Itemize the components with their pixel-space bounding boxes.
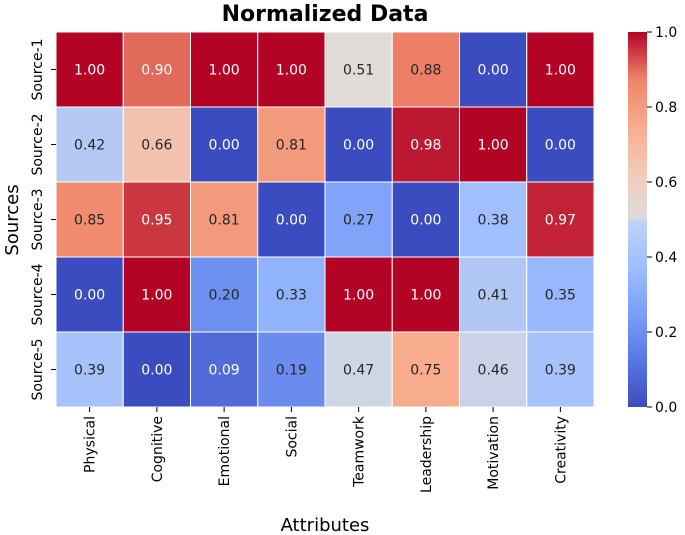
heatmap-cell xyxy=(526,181,595,258)
heatmap-cells xyxy=(55,31,595,408)
cell-value-label: 0.90 xyxy=(141,63,172,79)
cell-value-label: 1.00 xyxy=(410,288,441,304)
cell-value-label: 0.00 xyxy=(545,138,576,154)
heatmap-cell xyxy=(526,106,595,183)
heatmap-cell xyxy=(324,256,393,333)
heatmap-cell xyxy=(324,181,393,258)
y-tick-label: Source-1 xyxy=(30,38,46,100)
cell-value-label: 0.88 xyxy=(410,63,441,79)
x-tick-label: Physical xyxy=(83,416,99,473)
x-tick-labels: Physical Cognitive Emotional Social Teamwork… xyxy=(83,407,569,493)
cell-value-label: 1.00 xyxy=(276,63,307,79)
cell-value-label: 0.00 xyxy=(343,138,374,154)
y-tick-labels: Source-1 Source-2 Source-3 Source-4 Source-5 xyxy=(30,38,56,401)
cell-value-label: 0.27 xyxy=(343,213,374,229)
colorbar-ticks: 0.0 0.2 0.4 0.6 0.8 1.0 xyxy=(647,25,677,416)
cell-value-label: 0.98 xyxy=(410,138,441,154)
heatmap-cell xyxy=(190,181,259,258)
cell-value-label: 0.00 xyxy=(74,288,105,304)
y-tick-label: Source-5 xyxy=(30,338,46,400)
x-tick-label: Cognitive xyxy=(150,416,166,482)
cell-value-label: 1.00 xyxy=(343,288,374,304)
x-tick-label: Teamwork xyxy=(352,415,368,488)
cell-value-label: 0.41 xyxy=(478,288,509,304)
heatmap-cell xyxy=(122,181,191,258)
cell-value-label: 0.19 xyxy=(276,363,307,379)
colorbar-tick-label: 0.2 xyxy=(655,325,677,341)
heatmap-cell xyxy=(190,256,259,333)
cell-value-label: 0.00 xyxy=(410,213,441,229)
cell-value-label: 1.00 xyxy=(141,288,172,304)
heatmap-cell xyxy=(257,331,326,408)
cell-value-label: 0.09 xyxy=(209,363,240,379)
cell-value-label: 1.00 xyxy=(545,63,576,79)
cell-value-label: 0.97 xyxy=(545,213,576,229)
colorbar-tick-label: 0.4 xyxy=(655,250,677,266)
heatmap-cell xyxy=(324,331,393,408)
cell-value-label: 1.00 xyxy=(74,63,105,79)
heatmap-cell xyxy=(257,31,326,108)
heatmap-cell xyxy=(190,31,259,108)
cell-value-label: 1.00 xyxy=(209,63,240,79)
cell-value-label: 0.39 xyxy=(545,363,576,379)
heatmap-cell xyxy=(55,256,124,333)
heatmap-cell xyxy=(257,256,326,333)
cell-value-label: 0.39 xyxy=(74,363,105,379)
heatmap-cell xyxy=(459,181,528,258)
heatmap-value-labels: 1.00 0.90 1.00 1.00 0.51 0.88 0.00 1.00 0.42 0.66… xyxy=(74,63,576,379)
x-tick-label: Emotional xyxy=(217,416,233,486)
heatmap-cell xyxy=(122,106,191,183)
x-tick-label: Creativity xyxy=(553,416,569,484)
cell-value-label: 0.46 xyxy=(478,363,509,379)
colorbar-tick-label: 1.0 xyxy=(655,25,677,41)
colorbar-tick-label: 0.0 xyxy=(655,400,677,416)
y-tick-label: Source-4 xyxy=(30,263,46,325)
cell-value-label: 0.00 xyxy=(209,138,240,154)
heatmap-cell xyxy=(459,331,528,408)
y-tick-label: Source-3 xyxy=(30,188,46,250)
cell-value-label: 1.00 xyxy=(478,138,509,154)
heatmap-cell xyxy=(257,181,326,258)
x-tick-label: Leadership xyxy=(419,416,435,493)
y-axis-label: Sources xyxy=(2,184,23,255)
cell-value-label: 0.75 xyxy=(410,363,441,379)
colorbar-tick-label: 0.8 xyxy=(655,100,677,116)
cell-value-label: 0.51 xyxy=(343,63,374,79)
cell-value-label: 0.00 xyxy=(141,363,172,379)
cell-value-label: 0.81 xyxy=(276,138,307,154)
heatmap-cell xyxy=(526,31,595,108)
cell-value-label: 0.85 xyxy=(74,213,105,229)
cell-value-label: 0.42 xyxy=(74,138,105,154)
heatmap-cell xyxy=(459,256,528,333)
colorbar xyxy=(628,32,647,407)
cell-value-label: 0.35 xyxy=(545,288,576,304)
heatmap-cell xyxy=(391,331,460,408)
heatmap-cell xyxy=(122,31,191,108)
heatmap-cell xyxy=(391,181,460,258)
colorbar-tick-label: 0.6 xyxy=(655,175,677,191)
heatmap-cell xyxy=(55,31,124,108)
x-axis-label: Attributes xyxy=(281,515,370,535)
heatmap-cell xyxy=(391,31,460,108)
chart-title: Normalized Data xyxy=(222,2,429,27)
x-tick-label: Social xyxy=(284,416,300,458)
x-tick-label: Motivation xyxy=(486,416,502,490)
cell-value-label: 0.33 xyxy=(276,288,307,304)
cell-value-label: 0.66 xyxy=(141,138,172,154)
cell-value-label: 0.47 xyxy=(343,363,374,379)
heatmap-cell xyxy=(190,331,259,408)
heatmap-cell xyxy=(257,106,326,183)
cell-value-label: 0.81 xyxy=(209,213,240,229)
cell-value-label: 0.95 xyxy=(141,213,172,229)
cell-value-label: 0.38 xyxy=(478,213,509,229)
cell-value-label: 0.20 xyxy=(209,288,240,304)
y-tick-label: Source-2 xyxy=(30,113,46,175)
heatmap-cell xyxy=(526,331,595,408)
cell-value-label: 0.00 xyxy=(276,213,307,229)
cell-value-label: 0.00 xyxy=(478,63,509,79)
heatmap-cell xyxy=(391,106,460,183)
